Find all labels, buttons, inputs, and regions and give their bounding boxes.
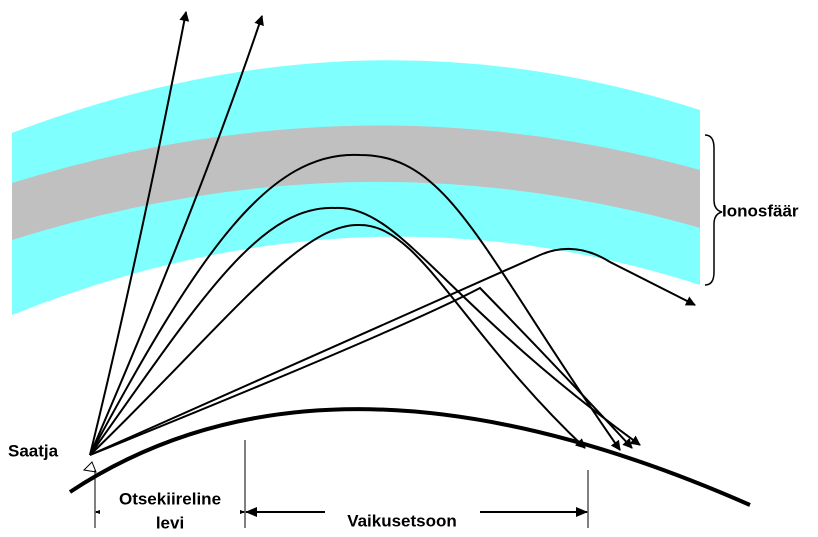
transmitter-icon — [84, 462, 96, 472]
ionosphere-label: Ionosfäär — [722, 201, 799, 220]
skip-zone-label: Vaikusetsoon — [347, 511, 457, 530]
direct-label: Otsekiireline — [119, 489, 221, 508]
diagram: Ionosfäär Saatja Otsekiireline levi Vaik… — [0, 0, 818, 537]
direct-label: levi — [156, 513, 184, 532]
transmitter-label: Saatja — [8, 441, 59, 460]
ionosphere-brace — [705, 135, 722, 285]
ray — [90, 249, 695, 455]
